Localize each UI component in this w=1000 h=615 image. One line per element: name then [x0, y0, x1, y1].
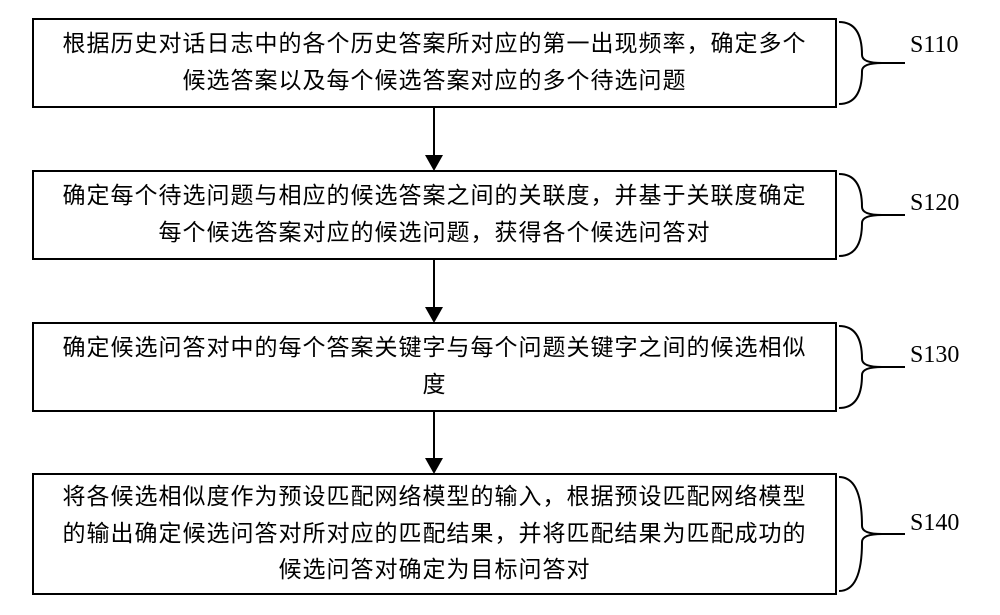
step-box-s130: 确定候选问答对中的每个答案关键字与每个问题关键字之间的候选相似度	[32, 322, 837, 412]
arrow-line-icon	[433, 412, 435, 458]
arrow-head-icon	[425, 155, 443, 171]
flowchart-canvas: 根据历史对话日志中的各个历史答案所对应的第一出现频率，确定多个候选答案以及每个候…	[0, 0, 1000, 615]
step-label-s120: S120	[910, 190, 959, 217]
connector-s140	[837, 473, 907, 595]
step-box-s140: 将各候选相似度作为预设匹配网络模型的输入，根据预设匹配网络模型的输出确定候选问答…	[32, 473, 837, 595]
arrow-line-icon	[433, 108, 435, 155]
arrow-head-icon	[425, 458, 443, 474]
connector-s120	[837, 170, 907, 260]
step-label-s130: S130	[910, 342, 959, 369]
connector-s130	[837, 322, 907, 412]
connector-s110	[837, 18, 907, 108]
step-text-s110: 根据历史对话日志中的各个历史答案所对应的第一出现频率，确定多个候选答案以及每个候…	[54, 26, 815, 100]
arrow-head-icon	[425, 307, 443, 323]
step-text-s140: 将各候选相似度作为预设匹配网络模型的输入，根据预设匹配网络模型的输出确定候选问答…	[54, 479, 815, 589]
step-text-s120: 确定每个待选问题与相应的候选答案之间的关联度，并基于关联度确定每个候选答案对应的…	[54, 178, 815, 252]
arrow-line-icon	[433, 260, 435, 307]
step-box-s110: 根据历史对话日志中的各个历史答案所对应的第一出现频率，确定多个候选答案以及每个候…	[32, 18, 837, 108]
step-box-s120: 确定每个待选问题与相应的候选答案之间的关联度，并基于关联度确定每个候选答案对应的…	[32, 170, 837, 260]
step-label-s140: S140	[910, 510, 959, 537]
step-label-s110: S110	[910, 32, 958, 59]
step-text-s130: 确定候选问答对中的每个答案关键字与每个问题关键字之间的候选相似度	[54, 330, 815, 404]
